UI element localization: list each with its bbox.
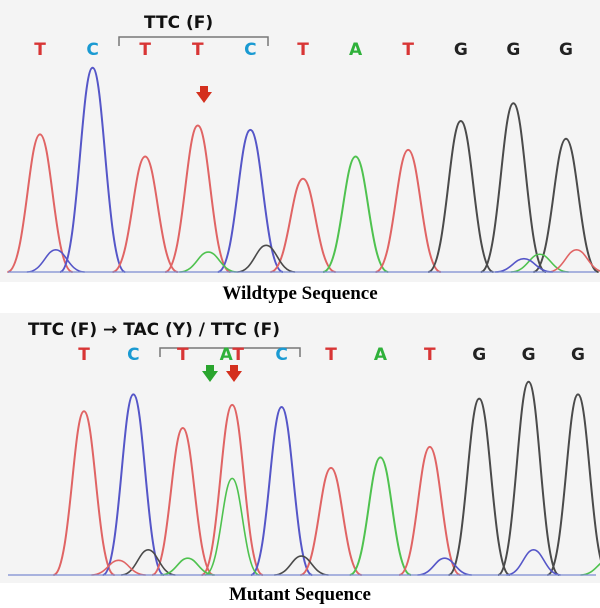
wildtype-peak-5	[270, 177, 336, 273]
mutant-secondary-peak-1	[120, 548, 176, 576]
mutant-base-call-8: G	[472, 345, 486, 365]
wildtype-peak-7	[375, 148, 442, 273]
wildtype-snp-arrow-icon	[196, 86, 212, 103]
mutant-secondary-peak-6	[91, 559, 146, 576]
mutant-secondary-peak-2	[160, 557, 215, 576]
mutant-peak-4	[250, 405, 313, 576]
wildtype-peak-0	[6, 133, 74, 273]
mutant-codon-bracket	[159, 347, 301, 357]
mutant-peak-9	[497, 380, 561, 576]
wildtype-secondary-peak-0	[26, 248, 85, 273]
wildtype-base-call-4: C	[244, 40, 256, 60]
mutant-base-call-2: T	[177, 345, 189, 365]
mutant-secondary-peak-3	[274, 555, 329, 576]
mutant-peak-6	[349, 456, 412, 576]
mutant-peak-8	[448, 397, 511, 576]
mutant-base-call-9: G	[522, 345, 536, 365]
mutant-peak-0	[52, 410, 116, 576]
wildtype-peak-1	[59, 66, 126, 273]
wildtype-peak-3	[164, 124, 231, 273]
wildtype-peak-10	[532, 137, 600, 273]
mutant-base-call-3-T: T	[232, 345, 244, 365]
mutant-base-call-5: T	[325, 345, 337, 365]
wildtype-base-call-0: T	[34, 40, 46, 60]
wildtype-base-call-3: T	[192, 40, 204, 60]
wildtype-panel: TTC (F) T C T T C T A T G G G	[0, 0, 600, 282]
wildtype-codon-label: TTC (F)	[144, 13, 213, 33]
mutant-base-call-4: C	[275, 345, 287, 365]
wildtype-base-call-1: C	[86, 40, 98, 60]
mutant-peak-5	[299, 466, 363, 576]
mutant-base-call-7: T	[424, 345, 436, 365]
mutant-secondary-peak-4	[417, 557, 472, 576]
wildtype-peak-6	[322, 155, 389, 273]
wildtype-base-call-5: T	[297, 40, 309, 60]
wildtype-base-call-6: A	[349, 40, 363, 60]
wildtype-peak-4	[217, 128, 284, 273]
mutant-snp-arrow-red-icon	[226, 365, 242, 382]
mutant-base-call-1: C	[127, 345, 139, 365]
mutant-base-call-3-A: A	[220, 345, 234, 365]
wildtype-secondary-peak-5	[494, 257, 553, 273]
mutant-secondary-peak-7	[580, 562, 600, 576]
wildtype-secondary-peak-2	[237, 244, 296, 273]
mutant-base-call-6: A	[374, 345, 388, 365]
wildtype-base-call-10: G	[559, 40, 573, 60]
mutant-secondary-peak-0	[204, 477, 260, 576]
wildtype-peak-8	[427, 120, 494, 273]
mutant-base-call-10: G	[571, 345, 585, 365]
wildtype-secondary-peak-1	[179, 251, 238, 273]
mutant-peak-1	[102, 393, 165, 576]
wildtype-caption: Wildtype Sequence	[222, 283, 378, 304]
mutant-snp-arrow-green-icon	[202, 365, 218, 382]
wildtype-base-call-8: G	[454, 40, 468, 60]
wildtype-peak-9	[480, 102, 547, 273]
mutant-header-label: TTC (F) → TAC (Y) / TTC (F)	[28, 320, 280, 340]
mutant-peak-7	[398, 445, 461, 576]
mutant-secondary-peak-5	[506, 548, 561, 576]
wildtype-base-call-9: G	[506, 40, 520, 60]
wildtype-chromatogram: TTC (F) T C T T C T A T G G G	[6, 13, 600, 273]
wildtype-codon-bracket	[118, 36, 269, 46]
mutant-peak-10	[546, 393, 600, 576]
wildtype-base-call-2: T	[139, 40, 151, 60]
mutant-peak-3	[201, 403, 264, 576]
mutant-caption: Mutant Sequence	[229, 584, 371, 605]
wildtype-peak-2	[112, 155, 179, 273]
mutant-peak-2	[151, 426, 214, 576]
wildtype-secondary-peak-4	[547, 248, 600, 273]
wildtype-base-call-7: T	[402, 40, 414, 60]
mutant-base-call-0: T	[78, 345, 90, 365]
